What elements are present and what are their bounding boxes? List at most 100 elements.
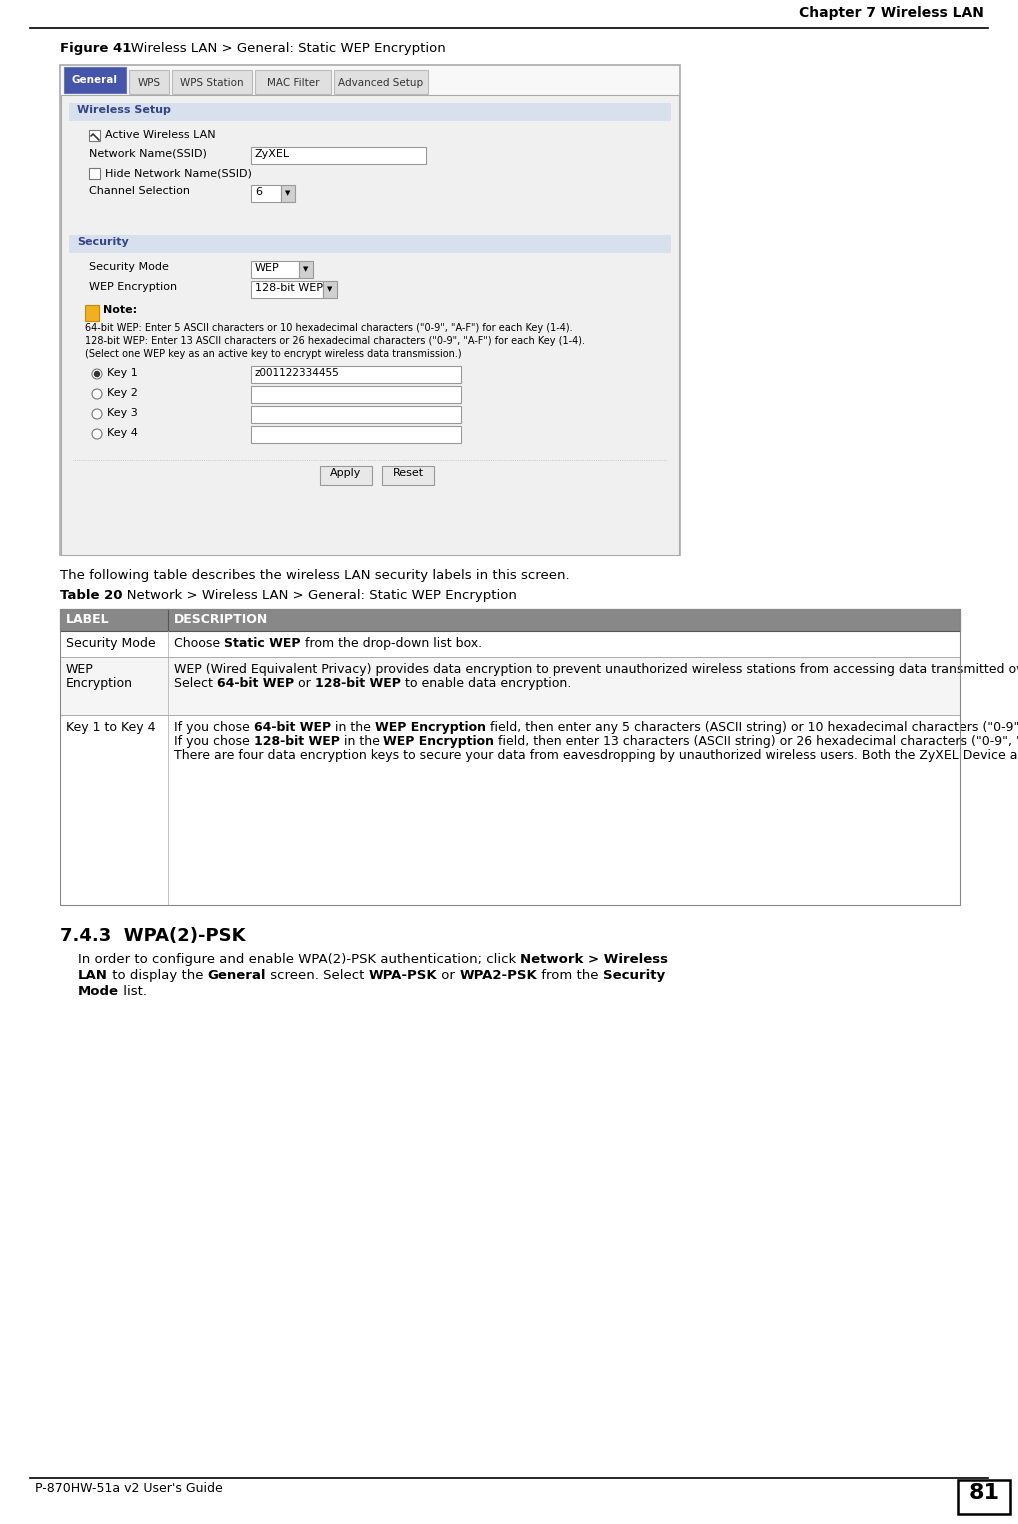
Bar: [84, 305, 99, 322]
Text: screen. Select: screen. Select: [266, 969, 369, 981]
Text: Chapter 7 Wireless LAN: Chapter 7 Wireless LAN: [799, 6, 984, 20]
Text: 81: 81: [968, 1483, 1000, 1503]
Text: Network > Wireless LAN > General: Static WEP Encryption: Network > Wireless LAN > General: Static…: [114, 588, 517, 602]
Text: WEP Encryption: WEP Encryption: [89, 282, 177, 293]
Bar: [64, 67, 126, 93]
Text: Key 1: Key 1: [107, 367, 137, 378]
Text: ▼: ▼: [285, 190, 291, 197]
Text: in the: in the: [340, 735, 384, 748]
Bar: [334, 70, 428, 94]
Text: Advanced Setup: Advanced Setup: [338, 78, 423, 88]
Text: field, then enter 13 characters (ASCII string) or 26 hexadecimal characters ("0-: field, then enter 13 characters (ASCII s…: [495, 735, 1018, 748]
Bar: [60, 610, 960, 631]
Bar: [89, 130, 100, 142]
Bar: [251, 280, 323, 299]
Bar: [60, 66, 680, 555]
Text: ▼: ▼: [328, 287, 333, 293]
Bar: [61, 94, 679, 555]
Text: ZyXEL: ZyXEL: [254, 149, 290, 158]
Text: Wireless Setup: Wireless Setup: [77, 105, 171, 114]
Text: WEP (Wired Equivalent Privacy) provides data encryption to prevent unauthorized : WEP (Wired Equivalent Privacy) provides …: [174, 663, 1018, 677]
Bar: [251, 386, 461, 402]
Text: 64-bit WEP: Enter 5 ASCII characters or 10 hexadecimal characters ("0-9", "A-F"): 64-bit WEP: Enter 5 ASCII characters or …: [84, 323, 572, 334]
Text: 7.4.3  WPA(2)-PSK: 7.4.3 WPA(2)-PSK: [60, 927, 245, 945]
Bar: [299, 261, 313, 277]
Bar: [60, 715, 960, 905]
Text: General: General: [72, 75, 118, 85]
Circle shape: [95, 372, 100, 376]
Text: field, then enter any 5 characters (ASCII string) or 10 hexadecimal characters (: field, then enter any 5 characters (ASCI…: [486, 721, 1018, 735]
Text: The following table describes the wireless LAN security labels in this screen.: The following table describes the wirele…: [60, 568, 570, 582]
Text: ▼: ▼: [303, 267, 308, 271]
Text: WPA-PSK: WPA-PSK: [369, 969, 438, 981]
Text: WEP: WEP: [254, 264, 280, 273]
Text: or: or: [438, 969, 459, 981]
Text: in the: in the: [331, 721, 375, 735]
Bar: [251, 366, 461, 383]
Text: Note:: Note:: [103, 305, 137, 315]
Text: Apply: Apply: [330, 468, 361, 479]
Text: 64-bit WEP: 64-bit WEP: [253, 721, 331, 735]
Bar: [251, 184, 281, 203]
Text: There are four data encryption keys to secure your data from eavesdropping by un: There are four data encryption keys to s…: [174, 748, 1018, 762]
Text: 128-bit WEP: Enter 13 ASCII characters or 26 hexadecimal characters ("0-9", "A-F: 128-bit WEP: Enter 13 ASCII characters o…: [84, 335, 585, 346]
Text: WPA2-PSK: WPA2-PSK: [459, 969, 538, 981]
Bar: [129, 70, 169, 94]
Bar: [251, 261, 299, 277]
Text: WEP: WEP: [66, 663, 94, 677]
Text: Key 3: Key 3: [107, 408, 137, 418]
Text: In order to configure and enable WPA(2)-PSK authentication; click: In order to configure and enable WPA(2)-…: [78, 952, 520, 966]
Text: P-870HW-51a v2 User's Guide: P-870HW-51a v2 User's Guide: [35, 1481, 223, 1495]
Bar: [320, 466, 372, 485]
Text: to enable data encryption.: to enable data encryption.: [401, 677, 571, 690]
Text: WEP Encryption: WEP Encryption: [375, 721, 486, 735]
Circle shape: [92, 408, 102, 419]
Text: DESCRIPTION: DESCRIPTION: [174, 613, 269, 626]
Text: Security Mode: Security Mode: [66, 637, 156, 651]
Bar: [60, 631, 960, 657]
Text: Security Mode: Security Mode: [89, 262, 169, 271]
Text: WPS Station: WPS Station: [180, 78, 244, 88]
Bar: [958, 1480, 1010, 1513]
Text: WPS: WPS: [137, 78, 161, 88]
Bar: [60, 657, 960, 715]
Text: Select: Select: [174, 677, 217, 690]
Text: Choose: Choose: [174, 637, 224, 651]
Bar: [89, 168, 100, 178]
Circle shape: [92, 428, 102, 439]
Bar: [281, 184, 295, 203]
Text: 6: 6: [254, 187, 262, 197]
Text: 128-bit WEP: 128-bit WEP: [254, 283, 323, 293]
Circle shape: [92, 389, 102, 399]
Text: from the drop-down list box.: from the drop-down list box.: [300, 637, 482, 651]
Text: Security: Security: [77, 238, 128, 247]
Text: from the: from the: [538, 969, 603, 981]
Text: Key 1 to Key 4: Key 1 to Key 4: [66, 721, 156, 735]
Bar: [251, 405, 461, 424]
Text: to display the: to display the: [108, 969, 208, 981]
Circle shape: [92, 369, 102, 379]
Text: Network > Wireless: Network > Wireless: [520, 952, 669, 966]
Bar: [254, 70, 331, 94]
Text: LABEL: LABEL: [66, 613, 110, 626]
Text: Active Wireless LAN: Active Wireless LAN: [105, 130, 216, 140]
Bar: [172, 70, 252, 94]
Text: Table 20: Table 20: [60, 588, 122, 602]
Text: Figure 41: Figure 41: [60, 43, 131, 55]
Text: Static WEP: Static WEP: [224, 637, 300, 651]
Text: Security: Security: [603, 969, 665, 981]
Text: Key 2: Key 2: [107, 389, 137, 398]
Bar: [69, 104, 671, 120]
Text: z001122334455: z001122334455: [254, 367, 340, 378]
Text: or: or: [294, 677, 315, 690]
Bar: [60, 610, 960, 905]
Text: Mode: Mode: [78, 985, 119, 998]
Text: Encryption: Encryption: [66, 677, 133, 690]
Bar: [251, 427, 461, 443]
Text: Channel Selection: Channel Selection: [89, 186, 190, 197]
Text: 128-bit WEP: 128-bit WEP: [315, 677, 401, 690]
Text: 128-bit WEP: 128-bit WEP: [253, 735, 340, 748]
Text: Hide Network Name(SSID): Hide Network Name(SSID): [105, 168, 251, 178]
Text: LAN: LAN: [78, 969, 108, 981]
Text: WEP Encryption: WEP Encryption: [384, 735, 495, 748]
